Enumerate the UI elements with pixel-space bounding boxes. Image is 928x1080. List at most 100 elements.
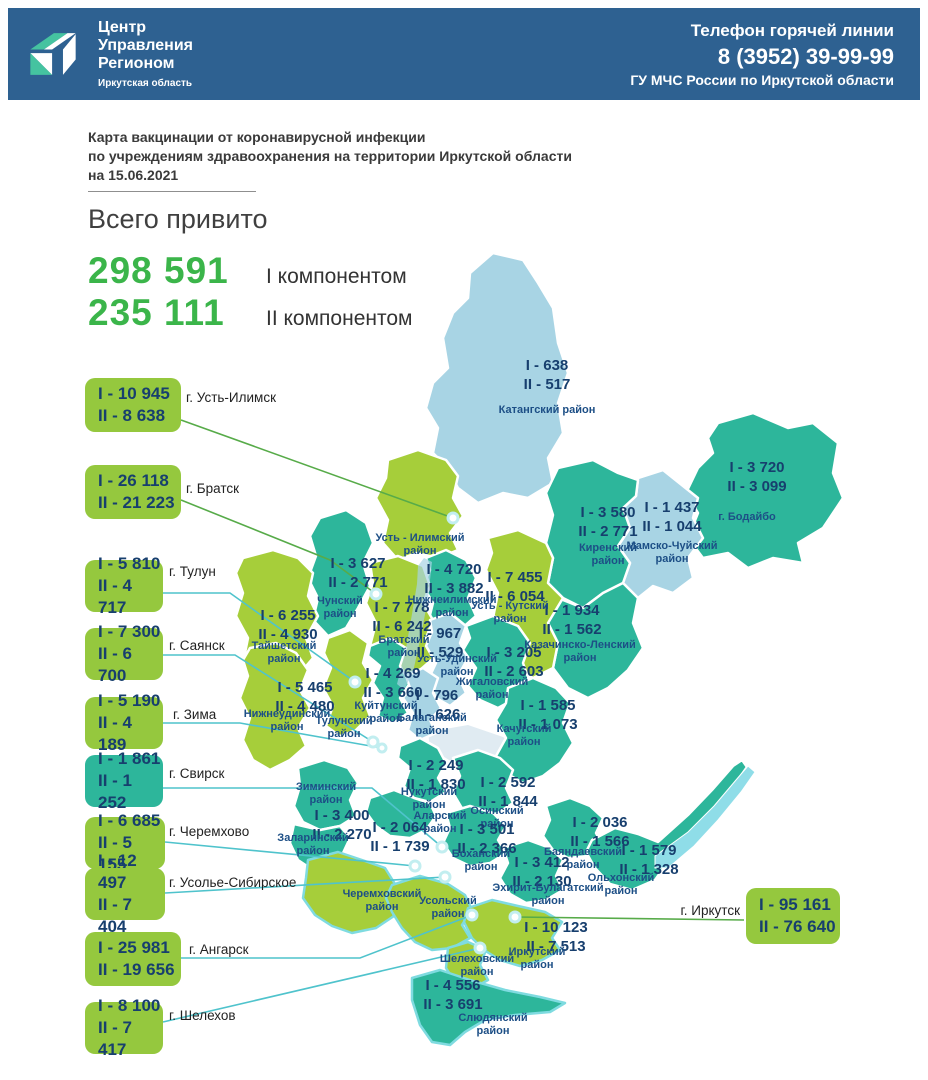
region-name-ust-udinsky: Усть-Удинский район [417, 653, 497, 678]
region-shape-kuytunsky [366, 636, 412, 725]
region-values-kazachinsko-lensky: I - 1 934 II - 1 562 [542, 602, 602, 638]
region-name-kirensky: Киренский район [578, 542, 638, 567]
region-values-bokhansky: I - 3 501 II - 2 366 [457, 821, 517, 857]
callout-box-shelekhov: I - 8 100 II - 7 417 [85, 996, 163, 1059]
title-line: Карта вакцинации от коронавирусной инфек… [88, 129, 426, 145]
region-values-bayandaevsky: I - 2 036 II - 1 566 [570, 814, 630, 850]
hotline-block: Телефон горячей линии 8 (3952) 39-99-99 … [630, 21, 894, 88]
region-name-shelekhovsky: Шелеховский район [439, 953, 515, 978]
region-name-irkutsky: Иркутский район [508, 946, 566, 971]
region-values-alarsky: I - 2 064 II - 1 739 [370, 819, 430, 855]
region-shape-slyudyansky [410, 968, 567, 1047]
region-name-olkhonsky: Ольхонский район [587, 872, 655, 897]
page-title: Карта вакцинации от коронавирусной инфек… [88, 128, 572, 192]
region-values-slyudyansky: I - 4 556 II - 3 691 [423, 977, 483, 1013]
callout-box-sayansk: I - 7 300 II - 6 700 [85, 622, 163, 685]
city-label-svirsk: г. Свирск [169, 766, 225, 781]
region-values-chunsky: I - 3 627 II - 2 771 [328, 555, 388, 591]
region-name-osinsky: Осинский район [470, 805, 524, 830]
callout-box-zima: I - 5 190 II - 4 189 [85, 691, 163, 754]
callout-connector-ust-ilimsk [180, 419, 454, 519]
city-label-ust-ilimsk: г. Усть-Илимск [186, 390, 276, 405]
title-line: по учреждениям здравоохранения на террит… [88, 148, 572, 164]
city-marker-sayansk [366, 735, 380, 749]
callout-connector-tulun [163, 592, 356, 683]
callout-connector-bratsk [180, 499, 377, 595]
callout-connector-zima [163, 722, 383, 749]
region-name-usolsky: Усольский район [419, 895, 477, 920]
logo-text: Центр Управления Регионом Иркутская обла… [98, 19, 193, 89]
region-name-kachugsky: Качугский район [496, 723, 552, 748]
region-name-katangsky: Катангский район [498, 404, 596, 416]
city-label-zima: г. Зима [173, 707, 217, 722]
hotline-phone: 8 (3952) 39-99-99 [717, 43, 894, 69]
totals-first-value: 298 591 [88, 250, 229, 291]
region-shape-alarsky [364, 788, 438, 840]
region-values-taishetsky: I - 6 255 II - 4 930 [258, 607, 318, 643]
region-name-ust-ilimsky: Усть - Илимский район [375, 532, 465, 557]
region-shape-nukutsky [396, 736, 448, 804]
totals-row-1: 298 591 I компонентом [88, 251, 412, 291]
region-values-zhigalovsky: I - 3 205 II - 2 603 [484, 644, 544, 680]
region-values-osinsky: I - 2 592 II - 1 844 [478, 774, 538, 810]
region-values-kirensky: I - 3 580 II - 2 771 [578, 504, 638, 540]
region-shape-nizhneudinsky [238, 641, 312, 772]
region-shape-tulunsky [321, 628, 375, 738]
callout-box-bratsk: I - 26 118 II - 21 223 [85, 465, 181, 519]
callout-connector-shelekhov [162, 947, 481, 1023]
region-shape-kachugsky [494, 676, 575, 785]
city-label-bratsk: г. Братск [186, 481, 240, 496]
title-underline [88, 191, 256, 192]
region-shape-osinsky [451, 748, 515, 820]
callout-connector-usolye [164, 876, 446, 894]
region-name-mamsko-chuysky: Мамско-Чуйский район [626, 540, 718, 565]
region-name-ust-kutsky: Усть - Кутский район [471, 600, 549, 625]
region-values-balagansky: I - 796 II - 626 [413, 687, 461, 723]
region-name-chunsky: Чунский район [317, 595, 363, 620]
region-values-nizhneilimsky: I - 4 720 II - 3 882 [424, 561, 484, 597]
region-values-mamsko-chuysky: I - 1 437 II - 1 044 [642, 499, 702, 535]
region-values-katangsky: I - 638 II - 517 [523, 357, 571, 393]
totals-first-label: I компонентом [266, 265, 407, 288]
region-name-zhigalovsky: Жигаловский район [455, 676, 529, 701]
region-values-irkutsky: I - 10 123 II - 7 513 [524, 919, 588, 955]
header: Центр Управления Регионом Иркутская обла… [8, 8, 920, 100]
region-values-ust-kutsky: I - 7 455 II - 6 054 [485, 569, 545, 605]
region-name-bodaibo: г. Бодайбо [718, 511, 776, 523]
totals-second-value: 235 111 [88, 292, 225, 333]
callout-box-ust-ilimsk: I - 10 945 II - 8 638 [85, 378, 181, 432]
logo-subtitle: Иркутская область [98, 78, 193, 89]
region-shape-chunsky [306, 508, 375, 638]
city-marker-zima [376, 742, 388, 754]
region-shape-ekhirit-bulagatsky [498, 838, 565, 905]
region-name-bratsky: Братский район [378, 634, 430, 659]
region-name-cheremkhovsky: Черемховский район [342, 888, 422, 913]
region-values-ekhirit-bulagatsky: I - 3 412 II - 2 130 [512, 854, 572, 890]
header-brand: Центр Управления Регионом Иркутская обла… [24, 19, 193, 89]
region-values-nizhneudinsky: I - 5 465 II - 4 480 [275, 679, 335, 715]
city-label-tulun: г. Тулун [169, 564, 216, 579]
region-name-kuytunsky: Куйтунский район [354, 700, 418, 725]
city-marker-bratsk [369, 587, 383, 601]
region-name-alarsky: Аларский район [413, 810, 467, 835]
region-values-bratsky: I - 7 778 II - 6 242 [372, 599, 432, 635]
totals-second-label: II компонентом [266, 307, 413, 330]
callout-connector-svirsk [163, 787, 443, 848]
city-marker-ust-ilimsk [446, 511, 460, 525]
city-marker-usolye [438, 870, 452, 884]
region-name-kazachinsko-lensky: Казачинско-Ленский район [524, 639, 636, 664]
city-marker-tulun [348, 675, 362, 689]
totals-heading: Всего привито [88, 204, 268, 234]
hotline-org: ГУ МЧС России по Иркутской области [630, 71, 894, 88]
city-marker-shelekhov [473, 941, 487, 955]
region-name-tulunsky: Тулунский район [315, 715, 373, 740]
callout-box-usolye: I - 12 497 II - 7 404 [85, 851, 165, 936]
callout-connector-angarsk [181, 914, 473, 959]
callout-box-svirsk: I - 1 861 II - 1 252 [85, 749, 163, 812]
region-name-slyudyansky: Слюдянский район [458, 1012, 528, 1037]
city-marker-angarsk [465, 908, 479, 922]
region-name-ziminsky: Зиминский район [295, 781, 357, 806]
callout-connector-cheremkhovo [164, 841, 416, 867]
callout-box-irkutsk: I - 95 161 II - 76 640 [746, 888, 840, 944]
